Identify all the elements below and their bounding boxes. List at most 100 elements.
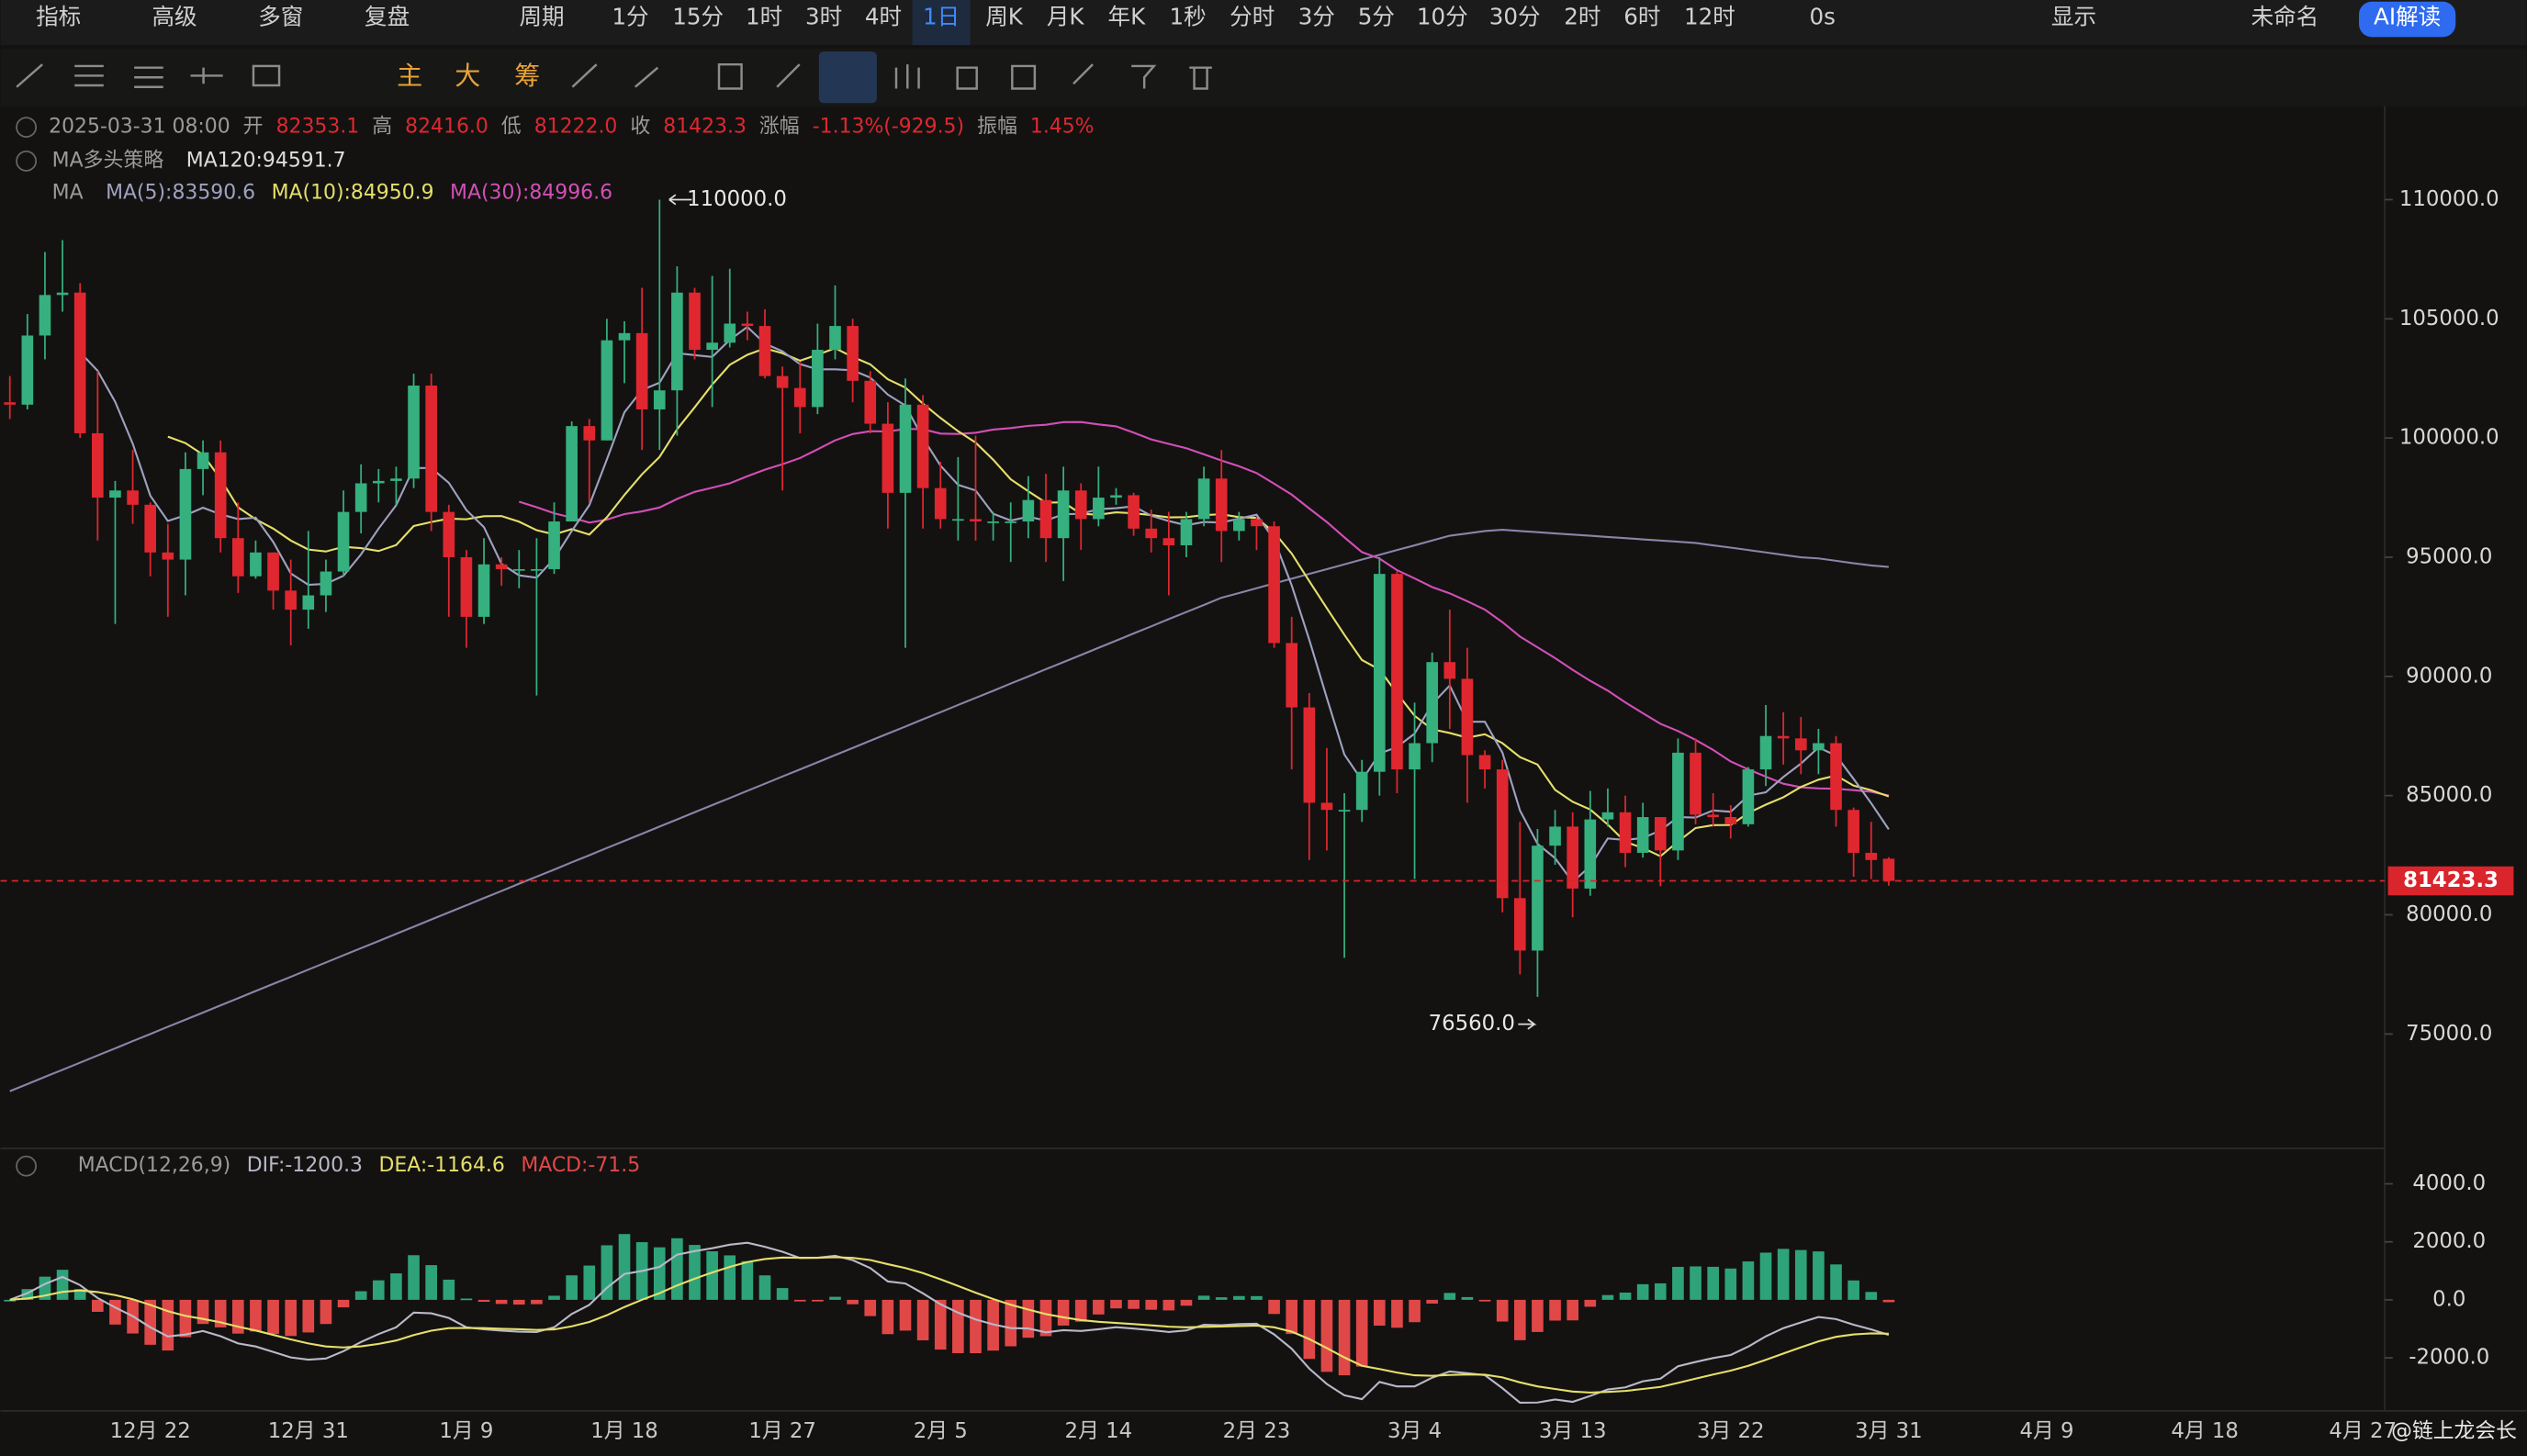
toolbar-item[interactable]: 10分 [1417, 3, 1468, 29]
macd-bar [548, 1295, 560, 1300]
x-tick-label: 2月 5 [914, 1419, 968, 1443]
macd-bar [73, 1289, 86, 1300]
candle-body [1532, 846, 1544, 951]
toolbar-item[interactable]: 指标 [36, 3, 81, 29]
toolbar-item[interactable]: 显示 [2051, 3, 2096, 29]
high-annotation: 110000.0 [687, 187, 787, 211]
toolbar-item[interactable]: 5分 [1358, 3, 1395, 29]
top-toolbar [0, 0, 2527, 46]
candle-body [39, 295, 51, 336]
value: 1.45% [1030, 116, 1095, 139]
macd-pane: 4000.0 2000.0 0.0 -2000.0 [4, 1171, 2489, 1404]
candle-body [847, 326, 859, 381]
candle-body [793, 387, 806, 408]
candle-body [952, 519, 964, 521]
collapse-icon[interactable] [16, 151, 38, 172]
candle-body [1724, 817, 1737, 824]
tool-text[interactable]: 大 [455, 61, 480, 91]
macd-bar [653, 1247, 666, 1300]
toolbar-item[interactable]: 1时 [746, 3, 782, 29]
toolbar-item[interactable]: 分时 [1230, 3, 1275, 29]
icon[interactable] [252, 64, 281, 87]
toolbar-item[interactable]: 复盘 [365, 3, 410, 29]
candle-body [1549, 826, 1561, 846]
collapse-icon[interactable] [16, 1155, 38, 1177]
candle-body [92, 432, 104, 498]
toolbar-item[interactable]: 4时 [865, 3, 902, 29]
toolbar-item[interactable]: AI解读 [2374, 3, 2441, 29]
toolbar-item[interactable]: 未命名 [2251, 3, 2319, 29]
macd-bar [916, 1299, 929, 1340]
macd-bar [1813, 1251, 1825, 1300]
macd-bar [864, 1299, 877, 1316]
toolbar-item[interactable]: 1分 [612, 3, 648, 29]
watermark: @链上龙会长 [2391, 1419, 2517, 1443]
toolbar-item[interactable]: 3分 [1298, 3, 1335, 29]
candle-body [1057, 490, 1070, 539]
toolbar-item[interactable]: 周K [985, 3, 1024, 29]
icon[interactable] [134, 66, 163, 88]
ma-name: MA [52, 182, 84, 205]
candle-body [1567, 826, 1578, 889]
candle-body [390, 478, 402, 481]
candle-body [179, 468, 192, 560]
toolbar-item[interactable]: 1秒 [1169, 3, 1206, 29]
toolbar-item[interactable]: 月K [1047, 3, 1085, 29]
candle-body [1338, 810, 1351, 812]
toolbar-item[interactable]: 2时 [1564, 3, 1600, 29]
macd-bar [214, 1299, 227, 1327]
y-tick-label: 4000.0 [2412, 1171, 2486, 1195]
low-annotation: 76560.0 [1429, 1012, 1515, 1036]
ai-button[interactable] [2359, 1, 2456, 38]
x-tick-label: 1月 9 [439, 1419, 493, 1443]
macd-bar [1128, 1299, 1140, 1309]
candle-body [1636, 817, 1649, 853]
toolbar-item[interactable]: 6时 [1623, 3, 1660, 29]
y-tick-label: 100000.0 [2399, 426, 2499, 450]
candle-body [512, 568, 525, 571]
macd-bar [512, 1299, 525, 1305]
tool-icons [16, 62, 1212, 90]
candle-body [337, 511, 350, 572]
macd-bar [1005, 1299, 1017, 1347]
candle-body [1619, 812, 1632, 853]
icon[interactable] [74, 64, 104, 87]
toolbar-item[interactable]: 3时 [805, 3, 842, 29]
macd-bar [495, 1299, 508, 1305]
icon[interactable] [190, 67, 223, 84]
candle-body [214, 452, 227, 539]
collapse-icon[interactable] [16, 117, 38, 139]
tool-text[interactable]: 主 [397, 61, 422, 91]
macd-bar [1303, 1299, 1316, 1360]
macd-bar [1690, 1266, 1702, 1300]
icon[interactable] [571, 62, 1212, 90]
toolbar-item[interactable]: 多窗 [258, 3, 303, 29]
tool-text[interactable]: 筹 [514, 61, 540, 91]
toolbar-item[interactable]: 15分 [672, 3, 724, 29]
toolbar-item[interactable]: 高级 [152, 3, 197, 29]
candle-body [899, 404, 912, 493]
price-pane: 110000.0 105000.0 100000.0 95000.0 90000.0 85… [0, 187, 2514, 1443]
toolbar-item[interactable]: 周期 [519, 3, 564, 29]
x-tick-label: 4月 9 [2019, 1419, 2073, 1443]
candle-body [320, 571, 332, 596]
macd-bar [1759, 1252, 1772, 1300]
toolbar-item[interactable]: 30分 [1489, 3, 1541, 29]
macd-bar [1777, 1249, 1790, 1300]
candle-body [1180, 519, 1193, 545]
toolbar-item[interactable]: 0s [1810, 3, 1836, 29]
candle-body [1654, 817, 1667, 851]
candle-body [1074, 490, 1087, 520]
y-tick-label: 0.0 [2432, 1287, 2465, 1311]
macd-bar [724, 1255, 736, 1300]
candle-body [109, 490, 121, 498]
toolbar-item[interactable]: 年K [1108, 3, 1147, 29]
candle-body [127, 490, 139, 505]
toolbar-item[interactable]: 1日 [923, 3, 960, 29]
macd-bar [1882, 1299, 1895, 1303]
tool-text: 主大筹 [397, 61, 540, 91]
toolbar-item[interactable]: 12时 [1684, 3, 1735, 29]
toolbar-items: 指标 高级 多窗 复盘 周期 1分 15分 1时 3时 4时 1日 周K 月K 年K 1秒 分时 3分 5分 10分… [36, 3, 2441, 29]
icon[interactable] [16, 63, 43, 88]
last-price-label: 81423.3 [2403, 868, 2499, 892]
